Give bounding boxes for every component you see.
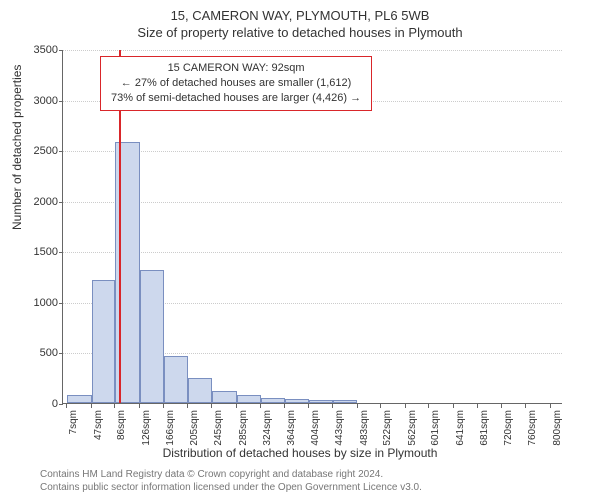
xtick-label: 86sqm: [116, 410, 127, 470]
histogram-bar: [212, 391, 236, 403]
xtick-mark: [114, 404, 115, 408]
ytick-label: 500: [18, 347, 58, 359]
title-address: 15, CAMERON WAY, PLYMOUTH, PL6 5WB: [0, 8, 600, 23]
xtick-label: 681sqm: [479, 410, 490, 470]
histogram-bar: [164, 356, 188, 403]
xtick-label: 126sqm: [141, 410, 152, 470]
xtick-mark: [453, 404, 454, 408]
xtick-label: 285sqm: [238, 410, 249, 470]
info-line-smaller: ← 27% of detached houses are smaller (1,…: [111, 76, 361, 91]
histogram-bar: [188, 378, 212, 403]
ytick-label: 3000: [18, 95, 58, 107]
histogram-bar: [67, 395, 91, 403]
ytick-label: 2500: [18, 145, 58, 157]
info-line-property: 15 CAMERON WAY: 92sqm: [111, 61, 361, 76]
ytick-mark: [59, 404, 63, 405]
xtick-label: 166sqm: [165, 410, 176, 470]
xtick-mark: [187, 404, 188, 408]
histogram-bar: [140, 270, 164, 404]
xtick-mark: [380, 404, 381, 408]
xtick-mark: [308, 404, 309, 408]
xtick-mark: [163, 404, 164, 408]
ytick-label: 0: [18, 398, 58, 410]
ytick-mark: [59, 303, 63, 304]
xtick-label: 443sqm: [334, 410, 345, 470]
ytick-label: 2000: [18, 196, 58, 208]
xtick-label: 7sqm: [68, 410, 79, 470]
info-line-larger: 73% of semi-detached houses are larger (…: [111, 91, 361, 106]
xtick-label: 800sqm: [552, 410, 563, 470]
xtick-label: 324sqm: [262, 410, 273, 470]
footer-line2: Contains public sector information licen…: [40, 481, 422, 494]
xtick-mark: [525, 404, 526, 408]
xtick-mark: [477, 404, 478, 408]
ytick-label: 3500: [18, 44, 58, 56]
ytick-mark: [59, 151, 63, 152]
xtick-label: 404sqm: [310, 410, 321, 470]
xtick-label: 245sqm: [213, 410, 224, 470]
xtick-mark: [501, 404, 502, 408]
histogram-bar: [333, 400, 357, 403]
ytick-mark: [59, 252, 63, 253]
xtick-mark: [66, 404, 67, 408]
histogram-bar: [285, 399, 309, 403]
xtick-mark: [91, 404, 92, 408]
ytick-mark: [59, 50, 63, 51]
xtick-label: 601sqm: [430, 410, 441, 470]
ytick-mark: [59, 101, 63, 102]
footer-attribution: Contains HM Land Registry data © Crown c…: [40, 468, 422, 494]
xtick-label: 641sqm: [455, 410, 466, 470]
xtick-mark: [139, 404, 140, 408]
xtick-mark: [428, 404, 429, 408]
xtick-label: 47sqm: [93, 410, 104, 470]
xtick-mark: [405, 404, 406, 408]
footer-line1: Contains HM Land Registry data © Crown c…: [40, 468, 422, 481]
xtick-label: 205sqm: [189, 410, 200, 470]
xtick-mark: [550, 404, 551, 408]
title-subtitle: Size of property relative to detached ho…: [0, 25, 600, 40]
histogram-bar: [92, 280, 116, 403]
ytick-mark: [59, 202, 63, 203]
ytick-mark: [59, 353, 63, 354]
x-axis-label: Distribution of detached houses by size …: [0, 446, 600, 460]
xtick-mark: [211, 404, 212, 408]
histogram-bar: [261, 398, 285, 403]
xtick-label: 364sqm: [286, 410, 297, 470]
property-info-box: 15 CAMERON WAY: 92sqm ← 27% of detached …: [100, 56, 372, 111]
xtick-mark: [236, 404, 237, 408]
xtick-label: 562sqm: [407, 410, 418, 470]
chart-title-block: 15, CAMERON WAY, PLYMOUTH, PL6 5WB Size …: [0, 0, 600, 40]
ytick-label: 1500: [18, 246, 58, 258]
xtick-label: 760sqm: [527, 410, 538, 470]
xtick-label: 720sqm: [503, 410, 514, 470]
xtick-label: 522sqm: [382, 410, 393, 470]
xtick-mark: [332, 404, 333, 408]
xtick-label: 483sqm: [359, 410, 370, 470]
histogram-bar: [237, 395, 261, 403]
xtick-mark: [284, 404, 285, 408]
ytick-label: 1000: [18, 297, 58, 309]
histogram-bar: [309, 400, 333, 403]
xtick-mark: [357, 404, 358, 408]
gridline: [63, 50, 562, 51]
xtick-mark: [260, 404, 261, 408]
